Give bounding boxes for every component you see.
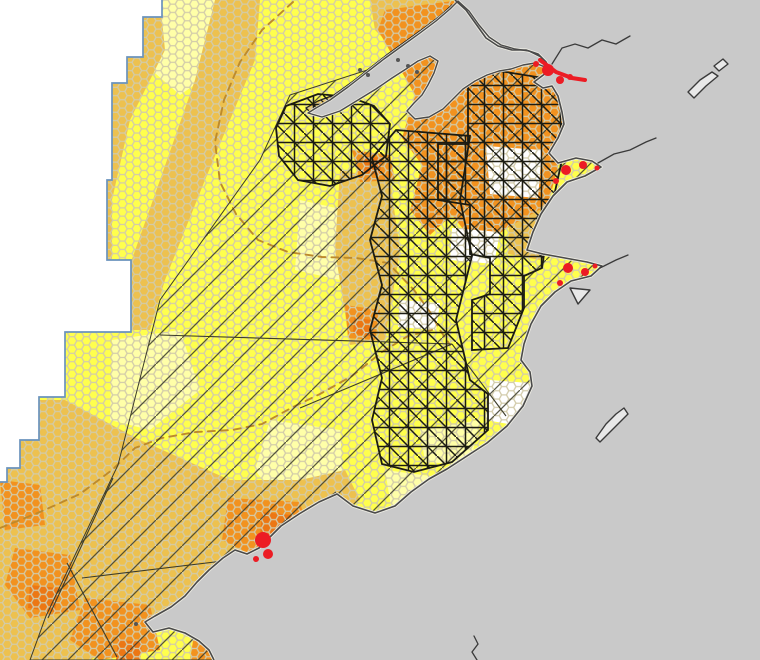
islands	[134, 35, 729, 660]
bay-water	[308, 1, 545, 119]
sea	[145, 0, 760, 660]
forecast-domain-edge	[0, 0, 163, 483]
coastline	[143, 0, 604, 660]
built-up-area-markers	[253, 58, 600, 562]
severe-warning-crosshatch-areas	[275, 64, 571, 473]
